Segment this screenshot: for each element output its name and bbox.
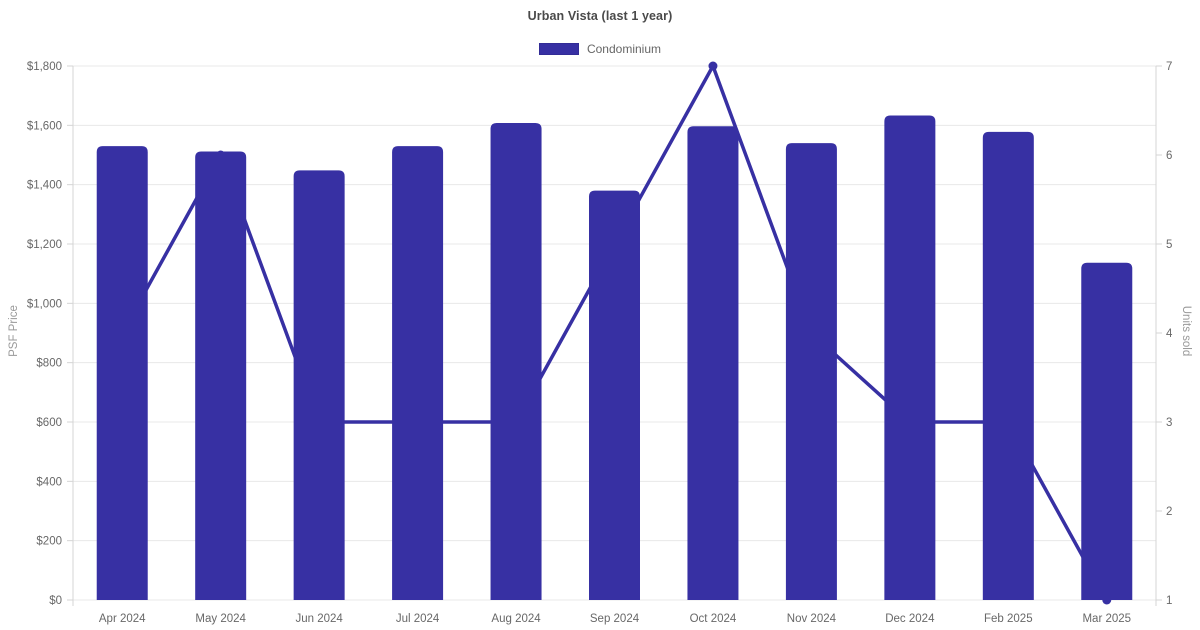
right-tick-label: 4 bbox=[1166, 328, 1173, 340]
legend-swatch-icon bbox=[538, 43, 579, 55]
x-tick-label: Oct 2024 bbox=[690, 613, 737, 625]
legend: Condominium bbox=[0, 41, 1200, 57]
right-tick-label: 7 bbox=[1166, 61, 1172, 73]
x-tick-label: Apr 2024 bbox=[99, 613, 146, 625]
chart-title: Urban Vista (last 1 year) bbox=[527, 9, 673, 23]
x-tick-label: Mar 2025 bbox=[1082, 613, 1131, 625]
bar-Jun 2024[interactable] bbox=[293, 170, 345, 600]
left-tick-label: $200 bbox=[36, 536, 62, 548]
left-tick-label: $1,000 bbox=[27, 298, 62, 310]
bar-Dec 2024[interactable] bbox=[884, 115, 936, 600]
left-tick-label: $1,200 bbox=[27, 239, 62, 251]
left-tick-label: $800 bbox=[36, 358, 62, 370]
bar-Jul 2024[interactable] bbox=[392, 146, 444, 600]
x-tick-label: Feb 2025 bbox=[984, 613, 1033, 625]
right-tick-label: 1 bbox=[1166, 595, 1172, 607]
legend-label: Condominium bbox=[586, 42, 662, 56]
bar-Mar 2025[interactable] bbox=[1081, 262, 1133, 600]
left-tick-label: $1,800 bbox=[27, 61, 62, 73]
bar-Feb 2025[interactable] bbox=[982, 131, 1034, 601]
bar-Sep 2024[interactable] bbox=[589, 190, 640, 600]
x-tick-label: Jun 2024 bbox=[295, 613, 343, 625]
right-tick-label: 3 bbox=[1166, 417, 1172, 429]
left-tick-label: $0 bbox=[49, 595, 62, 607]
right-tick-label: 6 bbox=[1166, 150, 1172, 162]
x-tick-label: May 2024 bbox=[195, 613, 246, 625]
bar-Nov 2024[interactable] bbox=[785, 143, 837, 600]
x-tick-label: Aug 2024 bbox=[491, 613, 541, 625]
right-tick-label: 5 bbox=[1166, 239, 1172, 251]
left-tick-label: $1,400 bbox=[27, 180, 62, 192]
bar-Aug 2024[interactable] bbox=[490, 122, 542, 601]
x-tick-label: Nov 2024 bbox=[787, 613, 837, 625]
left-tick-label: $400 bbox=[36, 476, 62, 488]
x-tick-label: Jul 2024 bbox=[396, 613, 440, 625]
bar-Apr 2024[interactable] bbox=[96, 146, 148, 600]
bar-May 2024[interactable] bbox=[195, 151, 247, 600]
right-tick-label: 2 bbox=[1166, 506, 1172, 518]
line-point-Oct 2024[interactable] bbox=[708, 61, 718, 71]
left-tick-label: $1,600 bbox=[27, 120, 62, 132]
x-tick-label: Dec 2024 bbox=[885, 613, 935, 625]
legend-item-condominium[interactable]: Condominium bbox=[538, 42, 662, 56]
left-tick-label: $600 bbox=[36, 417, 62, 429]
x-tick-label: Sep 2024 bbox=[590, 613, 640, 625]
bar-Oct 2024[interactable] bbox=[687, 126, 739, 601]
